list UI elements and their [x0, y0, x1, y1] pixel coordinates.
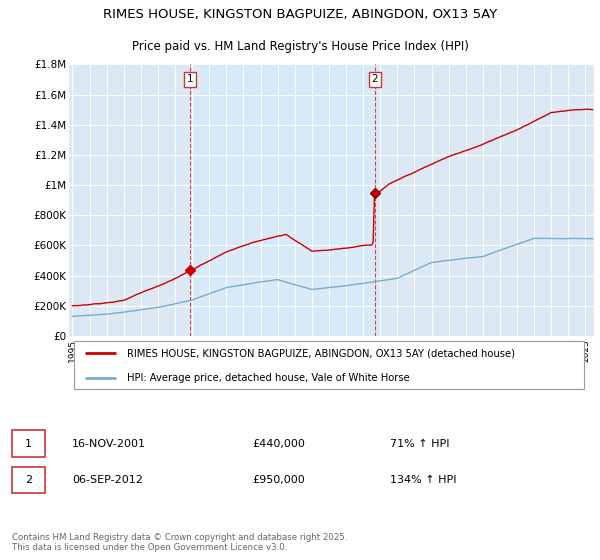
Text: £950,000: £950,000 — [252, 475, 305, 485]
Text: RIMES HOUSE, KINGSTON BAGPUIZE, ABINGDON, OX13 5AY: RIMES HOUSE, KINGSTON BAGPUIZE, ABINGDON… — [103, 8, 497, 21]
Text: 71% ↑ HPI: 71% ↑ HPI — [390, 438, 449, 449]
FancyBboxPatch shape — [12, 431, 45, 456]
Text: Contains HM Land Registry data © Crown copyright and database right 2025.
This d: Contains HM Land Registry data © Crown c… — [12, 533, 347, 552]
Text: 1: 1 — [187, 74, 193, 85]
Text: 06-SEP-2012: 06-SEP-2012 — [72, 475, 143, 485]
FancyBboxPatch shape — [12, 467, 45, 493]
Text: Price paid vs. HM Land Registry's House Price Index (HPI): Price paid vs. HM Land Registry's House … — [131, 40, 469, 53]
Text: HPI: Average price, detached house, Vale of White Horse: HPI: Average price, detached house, Vale… — [127, 372, 409, 382]
Text: RIMES HOUSE, KINGSTON BAGPUIZE, ABINGDON, OX13 5AY (detached house): RIMES HOUSE, KINGSTON BAGPUIZE, ABINGDON… — [127, 348, 515, 358]
Text: 2: 2 — [371, 74, 378, 85]
Bar — [190, 64, 375, 336]
Text: 134% ↑ HPI: 134% ↑ HPI — [390, 475, 457, 485]
Text: 16-NOV-2001: 16-NOV-2001 — [72, 438, 146, 449]
Text: £440,000: £440,000 — [252, 438, 305, 449]
Text: 2: 2 — [25, 475, 32, 485]
FancyBboxPatch shape — [74, 342, 583, 389]
Text: 1: 1 — [25, 438, 32, 449]
